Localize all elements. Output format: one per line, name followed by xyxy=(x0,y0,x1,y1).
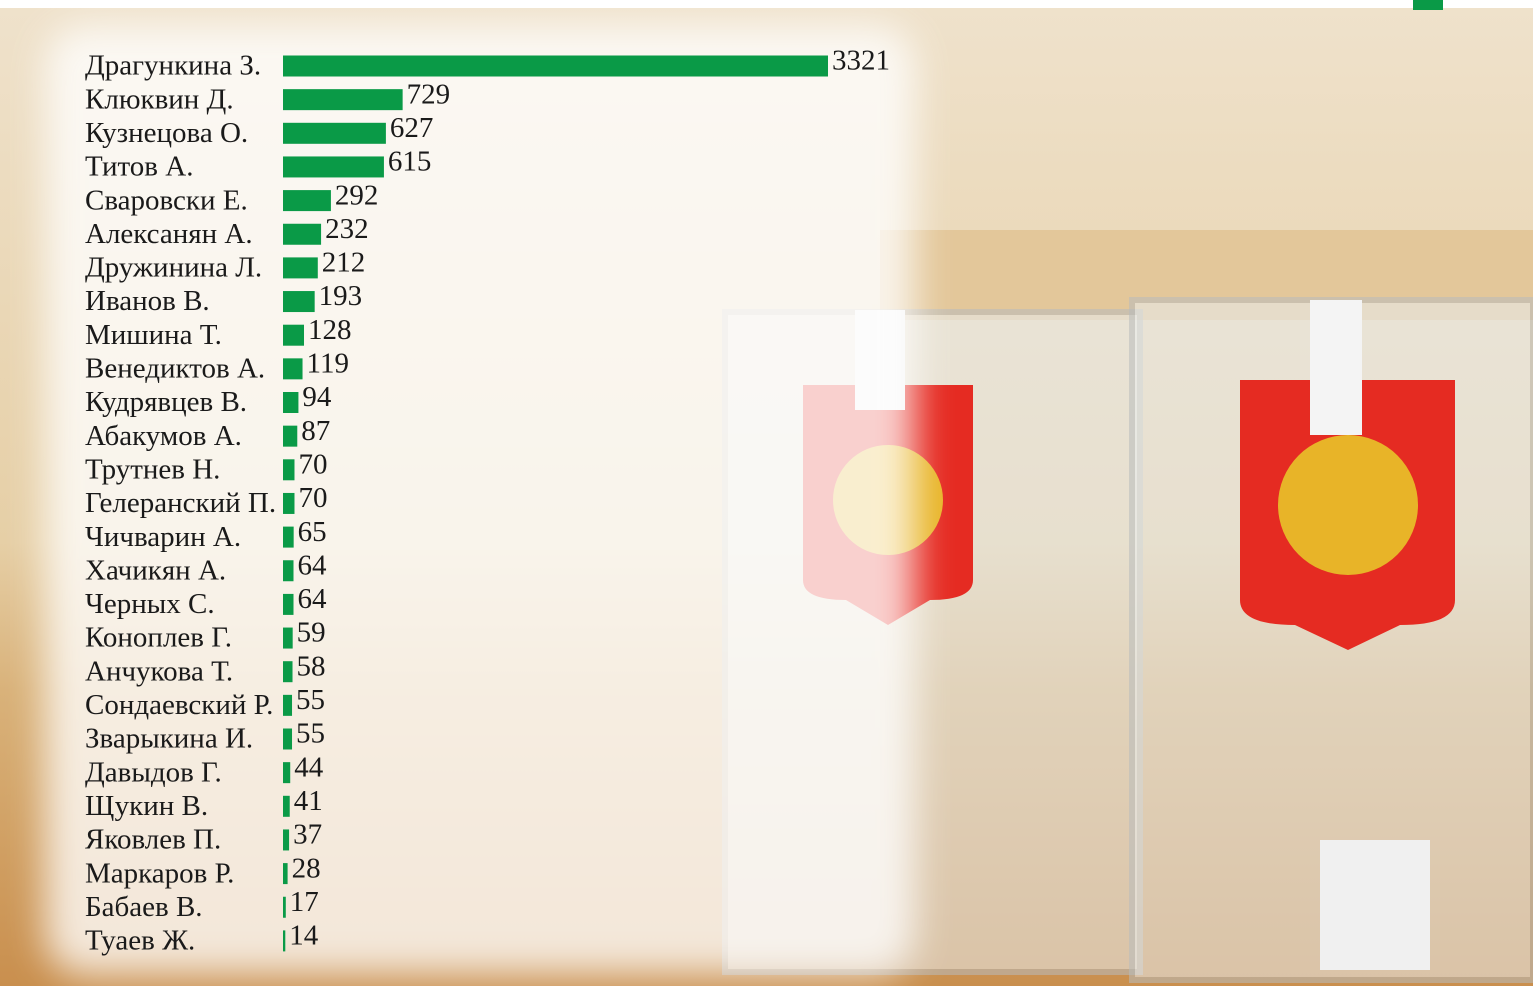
paper xyxy=(1310,300,1362,435)
corner-mark xyxy=(1413,0,1443,10)
category-label: Анчукова Т. xyxy=(85,655,233,687)
bar xyxy=(283,156,384,177)
bar xyxy=(283,762,290,783)
value-label: 44 xyxy=(294,751,324,783)
bar xyxy=(283,863,288,884)
value-label: 59 xyxy=(297,617,326,649)
category-label: Драгункина З. xyxy=(85,50,261,82)
paper xyxy=(1320,840,1430,970)
bar xyxy=(283,695,292,716)
bar xyxy=(283,358,303,379)
bar xyxy=(283,56,828,77)
bar xyxy=(283,459,294,480)
category-label: Абакумов А. xyxy=(85,420,242,452)
category-label: Бабаев В. xyxy=(85,891,203,923)
bar xyxy=(283,527,294,548)
category-label: Черных С. xyxy=(85,588,215,620)
value-label: 193 xyxy=(319,280,363,312)
value-label: 14 xyxy=(289,920,319,952)
category-label: Яковлев П. xyxy=(85,824,221,856)
category-label: Алексанян А. xyxy=(85,218,253,250)
category-label: Гелеранский П. xyxy=(85,487,276,519)
category-label: Сондаевский Р. xyxy=(85,689,273,721)
value-label: 28 xyxy=(292,852,321,884)
category-label: Иванов В. xyxy=(85,285,210,317)
bar xyxy=(283,325,304,346)
bar xyxy=(283,930,285,951)
bar xyxy=(283,493,294,514)
value-label: 627 xyxy=(390,112,434,144)
value-label: 292 xyxy=(335,179,379,211)
bar xyxy=(283,123,386,144)
value-label: 729 xyxy=(407,78,451,110)
value-label: 65 xyxy=(298,516,327,548)
value-label: 55 xyxy=(296,684,325,716)
category-label: Зварыкина И. xyxy=(85,723,253,755)
category-label: Венедиктов А. xyxy=(85,353,265,385)
bar xyxy=(283,392,298,413)
chart: Драгункина З. 3321 Клюквин Д. 729 Кузнецова … xyxy=(0,0,1533,986)
value-label: 70 xyxy=(298,482,327,514)
value-label: 212 xyxy=(322,247,366,279)
category-label: Кузнецова О. xyxy=(85,117,248,149)
category-label: Клюквин Д. xyxy=(85,83,234,115)
bar xyxy=(283,729,292,750)
value-label: 58 xyxy=(297,650,326,682)
value-label: 119 xyxy=(307,348,349,380)
value-label: 41 xyxy=(294,785,323,817)
category-label: Дружинина Л. xyxy=(85,252,262,284)
eagle xyxy=(1278,435,1418,575)
category-label: Хачикян А. xyxy=(85,554,226,586)
value-label: 64 xyxy=(298,549,328,581)
bar xyxy=(283,89,403,110)
bar xyxy=(283,897,286,918)
category-label: Маркаров Р. xyxy=(85,857,234,889)
value-label: 128 xyxy=(308,314,352,346)
bar xyxy=(283,291,315,312)
value-label: 70 xyxy=(298,448,327,480)
value-label: 64 xyxy=(298,583,328,615)
value-label: 87 xyxy=(301,415,330,447)
bar xyxy=(283,224,321,245)
category-label: Мишина Т. xyxy=(85,319,222,351)
bar xyxy=(283,661,293,682)
value-label: 615 xyxy=(388,146,432,178)
value-label: 55 xyxy=(296,718,325,750)
bar xyxy=(283,594,294,615)
value-label: 94 xyxy=(302,381,332,413)
category-label: Сваровски Е. xyxy=(85,184,248,216)
category-label: Чичварин А. xyxy=(85,521,241,553)
category-label: Кудрявцев В. xyxy=(85,386,247,418)
value-label: 232 xyxy=(325,213,369,245)
category-label: Туаев Ж. xyxy=(85,925,195,957)
category-label: Щукин В. xyxy=(85,790,208,822)
value-label: 17 xyxy=(290,886,319,918)
bar xyxy=(283,190,331,211)
top-strip xyxy=(0,0,1533,8)
bar xyxy=(283,257,318,278)
value-label: 3321 xyxy=(832,45,890,77)
bar xyxy=(283,796,290,817)
bar xyxy=(283,426,297,447)
category-label: Титов А. xyxy=(85,151,193,183)
bar xyxy=(283,628,293,649)
bar xyxy=(283,560,294,581)
page: {"chart_data": {"type": "bar", "categori… xyxy=(0,0,1533,986)
category-label: Трутнев Н. xyxy=(85,453,220,485)
value-label: 37 xyxy=(293,819,322,851)
bar xyxy=(283,829,289,850)
category-label: Коноплев Г. xyxy=(85,622,232,654)
category-label: Давыдов Г. xyxy=(85,756,222,788)
